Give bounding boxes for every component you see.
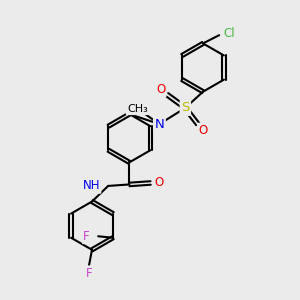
Text: Cl: Cl	[223, 27, 235, 40]
Text: F: F	[83, 230, 90, 243]
Text: O: O	[198, 124, 208, 137]
Text: O: O	[154, 176, 164, 190]
Text: CH₃: CH₃	[127, 104, 148, 114]
Text: O: O	[156, 83, 165, 96]
Text: S: S	[181, 101, 190, 114]
Text: N: N	[154, 118, 164, 130]
Text: NH: NH	[82, 179, 100, 192]
Text: F: F	[86, 267, 92, 280]
